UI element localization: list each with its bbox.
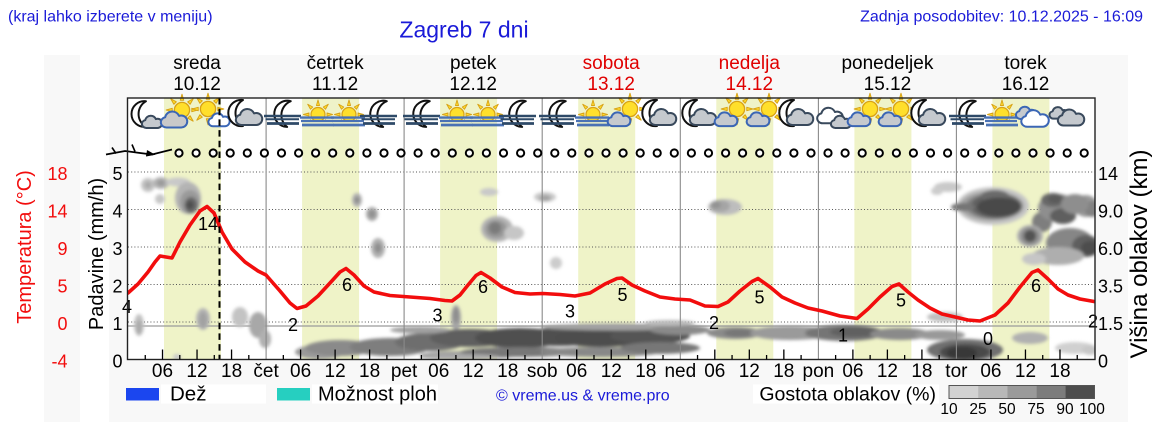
svg-text:0: 0 [1098,351,1108,371]
svg-text:1.5: 1.5 [1098,314,1123,334]
svg-text:torek: torek [1004,53,1047,74]
svg-text:50: 50 [998,401,1016,418]
svg-text:6: 6 [1031,276,1041,296]
svg-text:18: 18 [773,361,794,382]
svg-text:0: 0 [57,314,67,334]
svg-text:sob: sob [527,361,558,382]
svg-text:18: 18 [497,361,518,382]
svg-text:čet: čet [253,361,279,382]
svg-text:11.12: 11.12 [312,74,358,95]
svg-text:Temperatura (°C): Temperatura (°C) [14,170,36,324]
svg-text:100: 100 [1079,401,1105,418]
svg-text:4: 4 [112,201,122,221]
svg-text:90: 90 [1056,401,1074,418]
svg-text:3: 3 [565,302,575,322]
svg-text:sreda: sreda [173,53,221,74]
svg-text:12: 12 [463,361,484,382]
svg-text:sobota: sobota [583,53,640,74]
svg-text:25: 25 [969,401,986,418]
svg-text:tor: tor [945,361,968,382]
svg-text:Višina oblakov (km): Višina oblakov (km) [1126,150,1152,359]
svg-text:3: 3 [112,239,122,259]
svg-text:18: 18 [47,164,67,184]
svg-text:© vreme.us & vreme.pro: © vreme.us & vreme.pro [496,388,670,405]
svg-text:petek: petek [450,53,497,74]
svg-text:5: 5 [896,291,906,311]
svg-text:5: 5 [57,276,67,296]
svg-text:2: 2 [1088,312,1098,332]
svg-text:2: 2 [288,315,298,335]
svg-text:četrtek: četrtek [307,53,365,74]
svg-text:2: 2 [709,313,719,333]
svg-text:5: 5 [112,164,122,184]
svg-text:14: 14 [198,214,218,234]
svg-text:Padavine (mm/h): Padavine (mm/h) [86,178,108,330]
svg-text:10: 10 [940,401,958,418]
svg-text:nedelja: nedelja [719,53,781,74]
svg-text:10.12: 10.12 [173,74,221,95]
svg-text:18: 18 [911,361,932,382]
svg-text:18: 18 [635,361,656,382]
svg-text:16.12: 16.12 [1002,74,1050,95]
svg-text:ned: ned [664,361,696,382]
svg-text:12: 12 [1015,361,1036,382]
svg-text:12: 12 [186,361,207,382]
svg-text:18: 18 [359,361,380,382]
svg-text:06: 06 [290,361,311,382]
svg-text:12: 12 [601,361,622,382]
svg-text:Dež: Dež [170,383,206,406]
svg-text:2: 2 [112,276,122,296]
svg-text:06: 06 [428,361,449,382]
svg-text:3: 3 [432,305,442,325]
svg-text:06: 06 [842,361,863,382]
svg-text:0: 0 [983,329,993,349]
svg-text:Gostota oblakov (%): Gostota oblakov (%) [759,384,936,406]
svg-text:75: 75 [1027,401,1044,418]
svg-text:06: 06 [152,361,173,382]
svg-text:06: 06 [704,361,725,382]
svg-text:12.12: 12.12 [449,74,497,95]
svg-text:1: 1 [838,326,848,346]
svg-text:pet: pet [391,361,418,382]
svg-text:06: 06 [980,361,1001,382]
svg-text:18: 18 [1049,361,1070,382]
svg-text:13.12: 13.12 [587,74,635,95]
svg-text:06: 06 [566,361,587,382]
svg-text:Možnost ploh: Možnost ploh [318,384,437,406]
svg-text:5: 5 [617,285,627,305]
svg-text:12: 12 [877,361,898,382]
svg-text:1: 1 [112,314,122,334]
svg-text:-4: -4 [51,351,67,371]
svg-text:5: 5 [754,288,764,308]
svg-text:18: 18 [221,361,242,382]
svg-text:Zadnja posodobitev: 10.12.2025: Zadnja posodobitev: 10.12.2025 - 16:09 [860,9,1143,26]
svg-text:ponedeljek: ponedeljek [841,53,933,74]
svg-text:14: 14 [1098,164,1118,184]
svg-text:9: 9 [57,239,67,259]
svg-text:0: 0 [112,351,122,371]
svg-text:3.5: 3.5 [1098,276,1123,296]
svg-text:pon: pon [803,361,835,382]
svg-text:6.0: 6.0 [1098,239,1123,259]
svg-text:15.12: 15.12 [864,74,912,95]
svg-text:9.0: 9.0 [1098,201,1123,221]
svg-text:6: 6 [342,275,352,295]
svg-text:12: 12 [325,361,346,382]
svg-text:12: 12 [739,361,760,382]
svg-text:6: 6 [478,277,488,297]
svg-text:14: 14 [47,201,67,221]
svg-text:14.12: 14.12 [726,74,774,95]
svg-text:Zagreb 7 dni: Zagreb 7 dni [399,17,528,43]
svg-text:(kraj lahko izberete v meniju): (kraj lahko izberete v meniju) [8,9,213,26]
